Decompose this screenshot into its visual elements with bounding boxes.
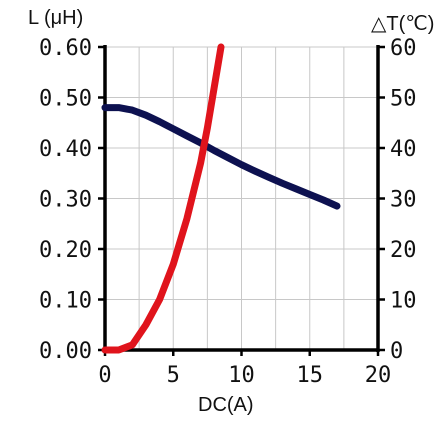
y-left-tick-label: 0.40	[39, 137, 92, 162]
axes	[98, 45, 385, 356]
tick-labels: 0.000.100.200.300.400.500.60010203040506…	[39, 36, 416, 388]
x-tick-label: 5	[167, 363, 180, 388]
y-right-tick-label: 60	[390, 36, 417, 61]
y-left-tick-label: 0.10	[39, 289, 92, 314]
y-right-tick-label: 40	[390, 137, 417, 162]
temperature-rise-line	[101, 43, 225, 354]
y-right-tick-label: 0	[390, 339, 403, 364]
y-left-tick-label: 0.50	[39, 87, 92, 112]
right-axis-title: △T(℃)	[371, 13, 434, 35]
y-left-tick-label: 0.20	[39, 238, 92, 263]
y-right-tick-label: 10	[390, 289, 417, 314]
x-axis-title: DC(A)	[198, 394, 254, 416]
inductance-line	[101, 104, 341, 210]
y-right-tick-label: 20	[390, 238, 417, 263]
x-tick-label: 10	[228, 363, 255, 388]
series-group	[101, 43, 341, 354]
left-axis-title: L (μH)	[28, 7, 83, 29]
x-tick-label: 15	[297, 363, 324, 388]
grid	[105, 46, 378, 350]
x-tick-label: 0	[98, 363, 111, 388]
y-left-tick-label: 0.00	[39, 339, 92, 364]
y-left-tick-label: 0.60	[39, 36, 92, 61]
y-right-tick-label: 50	[390, 87, 417, 112]
y-left-tick-label: 0.30	[39, 188, 92, 213]
y-right-tick-label: 30	[390, 188, 417, 213]
x-tick-label: 20	[365, 363, 392, 388]
